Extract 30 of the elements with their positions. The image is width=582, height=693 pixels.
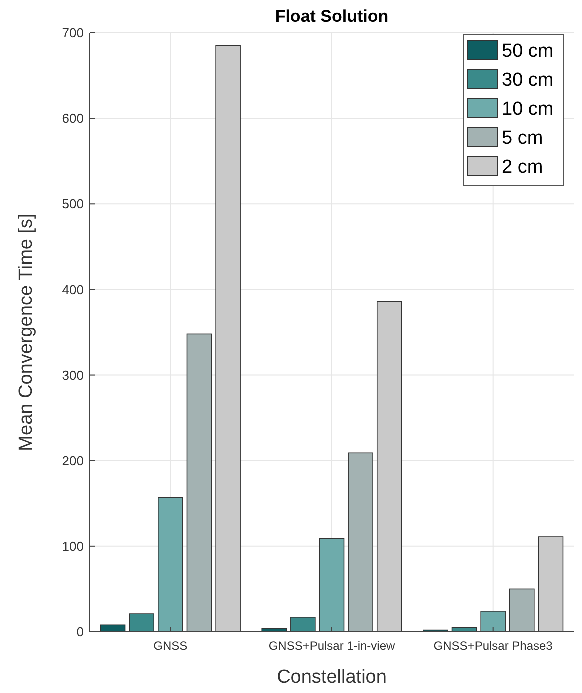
bar	[376, 301, 402, 632]
x-tick-label: GNSS	[154, 639, 188, 653]
bar	[216, 45, 241, 632]
y-axis-title: Mean Convergence Time [s]	[16, 214, 37, 452]
y-tick-label: 100	[62, 538, 84, 554]
legend-label: 5 cm	[502, 128, 544, 149]
bar	[480, 611, 506, 632]
bar	[538, 536, 564, 632]
bar	[186, 334, 212, 632]
bar	[129, 614, 154, 632]
y-tick-label: 0	[76, 624, 84, 640]
bar	[290, 617, 316, 632]
x-axis-title: Constellation	[277, 667, 387, 688]
bar	[510, 588, 535, 632]
y-tick-label: 600	[62, 111, 84, 126]
bar	[158, 497, 184, 632]
bar	[319, 538, 345, 632]
legend-label: 50 cm	[502, 41, 554, 62]
x-tick-label: GNSS+Pulsar Phase3	[434, 639, 554, 653]
x-tick-label: GNSS+Pulsar 1-in-view	[268, 639, 396, 653]
y-tick-label: 200	[62, 453, 84, 468]
y-tick-label: 700	[62, 26, 84, 41]
legend-label: 30 cm	[502, 70, 554, 91]
bar	[348, 452, 374, 632]
y-tick-label: 300	[62, 368, 84, 383]
y-tick-label: 500	[62, 196, 84, 212]
chart-title: Float Solution	[275, 7, 389, 26]
y-tick-label: 400	[62, 282, 84, 298]
legend-label: 2 cm	[502, 157, 544, 178]
legend-label: 10 cm	[502, 99, 554, 120]
